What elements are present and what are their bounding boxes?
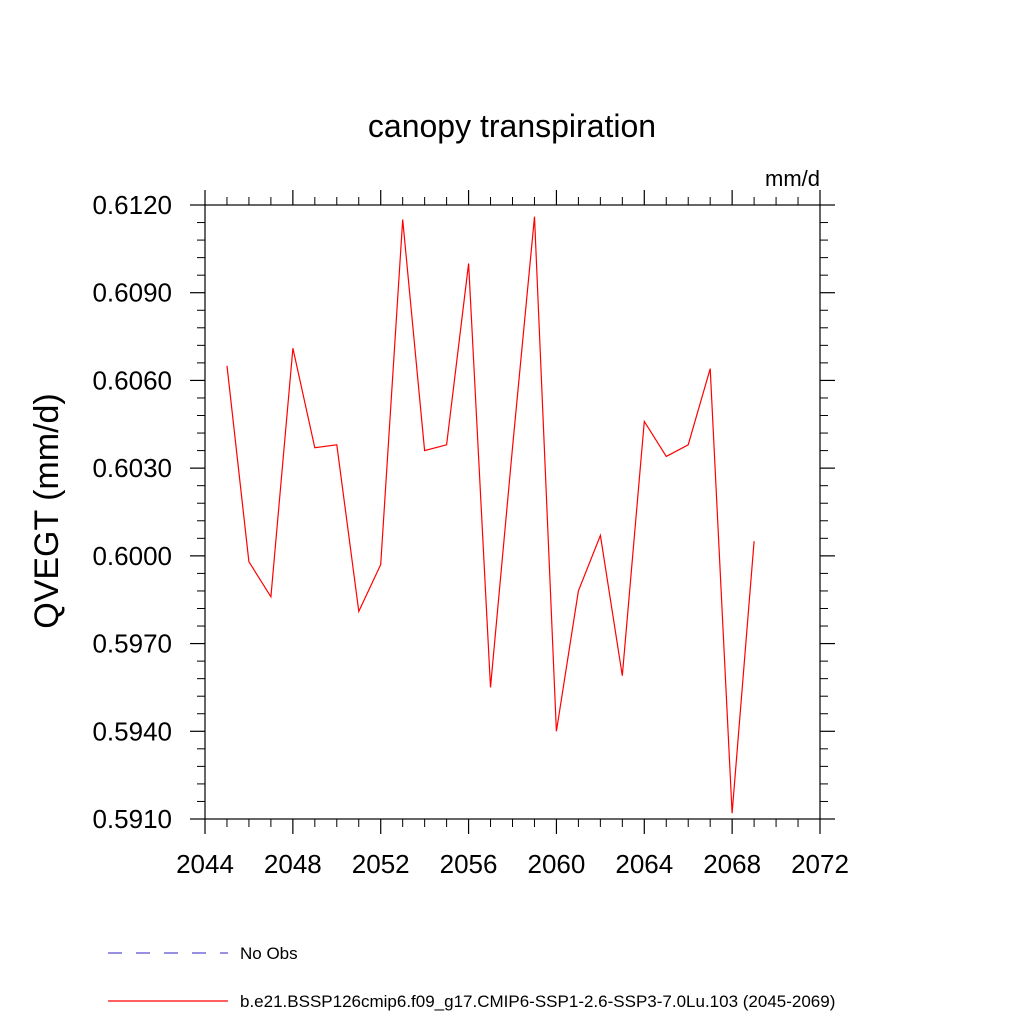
y-tick-label: 0.6000 bbox=[92, 541, 172, 571]
y-tick-label: 0.6120 bbox=[92, 190, 172, 220]
legend-label: No Obs bbox=[240, 944, 298, 963]
y-tick-label: 0.5940 bbox=[92, 716, 172, 746]
axis-ticks: 2044 2048 2052 2056 2060 2064 2068 2072 0.5910 0.… bbox=[92, 190, 849, 879]
x-tick-label: 2044 bbox=[176, 849, 234, 879]
legend-label: b.e21.BSSP126cmip6.f09_g17.CMIP6-SSP1-2.… bbox=[240, 992, 835, 1011]
chart-title: canopy transpiration bbox=[368, 108, 656, 144]
y-tick-label: 0.6030 bbox=[92, 453, 172, 483]
x-tick-label: 2068 bbox=[703, 849, 761, 879]
y-tick-label: 0.6090 bbox=[92, 278, 172, 308]
plot-frame bbox=[204, 204, 821, 820]
y-tick-label: 0.6060 bbox=[92, 365, 172, 395]
x-tick-label: 2072 bbox=[791, 849, 849, 879]
y-tick-label: 0.5910 bbox=[92, 804, 172, 834]
y-axis-label: QVEGT (mm/d) bbox=[28, 393, 66, 629]
series-layer bbox=[226, 216, 755, 814]
x-tick-label: 2060 bbox=[528, 849, 586, 879]
units-label: mm/d bbox=[765, 166, 820, 191]
y-tick-label: 0.5970 bbox=[92, 629, 172, 659]
series-line bbox=[226, 216, 755, 814]
legend: No Obs b.e21.BSSP126cmip6.f09_g17.CMIP6-S… bbox=[108, 944, 835, 1011]
x-tick-label: 2048 bbox=[264, 849, 322, 879]
x-tick-label: 2052 bbox=[352, 849, 410, 879]
x-tick-label: 2064 bbox=[615, 849, 673, 879]
x-tick-label: 2056 bbox=[440, 849, 498, 879]
